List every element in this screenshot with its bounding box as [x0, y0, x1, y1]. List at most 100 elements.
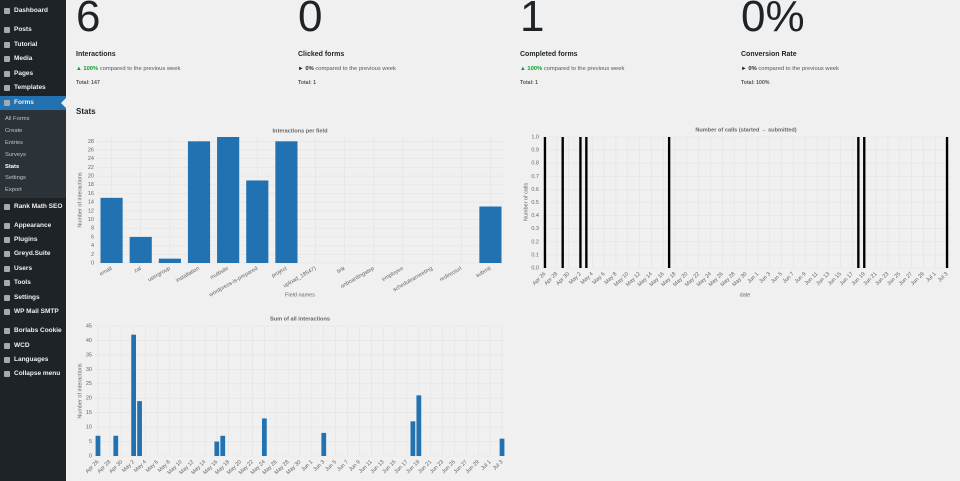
- menu-icon: [4, 42, 10, 48]
- y-tick-label: 18: [88, 182, 94, 188]
- menu-item[interactable]: Collapse menu: [14, 370, 61, 377]
- x-tick-label: Jun 1: [301, 459, 315, 473]
- bar: [579, 137, 582, 268]
- menu-icon: [4, 204, 10, 210]
- comparison: compared to the previous week: [99, 66, 181, 72]
- submenu-item[interactable]: Create: [5, 128, 23, 134]
- menu-icon: [4, 56, 10, 62]
- x-tick-label: Jun 29: [465, 459, 481, 475]
- x-tick-label: usergroup: [147, 266, 171, 284]
- menu-icon: [4, 343, 10, 349]
- y-tick-label: 5: [89, 439, 92, 445]
- stat-card: 1 Completed forms ▲ 100% compared to the…: [520, 0, 730, 92]
- menu-item[interactable]: Languages: [14, 356, 49, 363]
- menu-item[interactable]: Tools: [14, 279, 31, 286]
- section-heading: Stats: [76, 107, 96, 116]
- menu-item[interactable]: Settings: [14, 294, 40, 301]
- x-tick-label: multisite: [209, 266, 229, 281]
- active-arrow: [61, 98, 66, 108]
- y-tick-label: 0: [89, 453, 92, 459]
- bar: [129, 236, 152, 263]
- menu-item[interactable]: Pages: [14, 70, 34, 77]
- y-tick-label: 15: [86, 410, 92, 416]
- stat-change: ▲ 100% compared to the previous week: [520, 66, 625, 72]
- bar: [945, 137, 949, 268]
- bar: [113, 435, 119, 456]
- change-value: 0%: [748, 66, 757, 72]
- stat-label: Interactions: [76, 51, 116, 58]
- menu-icon: [4, 371, 10, 377]
- x-axis-label: Field names: [285, 292, 315, 298]
- y-tick-label: 0.4: [531, 213, 539, 219]
- y-axis-label: Number of interactions: [77, 363, 83, 419]
- menu-item[interactable]: WP Mail SMTP: [14, 308, 59, 315]
- y-axis-label: Number of interactions: [77, 172, 83, 228]
- submenu-item[interactable]: Entries: [5, 140, 24, 146]
- stat-total: Total: 147: [76, 80, 100, 86]
- menu-item[interactable]: Templates: [14, 84, 46, 91]
- x-tick-label: Apr 30: [108, 459, 124, 475]
- menu-item[interactable]: Dashboard: [14, 7, 48, 14]
- stat-change: ▲ 100% compared to the previous week: [76, 66, 181, 72]
- submenu-item[interactable]: All Forms: [5, 116, 30, 122]
- menu-item[interactable]: WCD: [14, 342, 30, 349]
- stat-value: 6: [76, 0, 101, 41]
- bar: [261, 418, 267, 456]
- menu-item[interactable]: Users: [14, 265, 33, 272]
- comparison: compared to the previous week: [758, 66, 839, 72]
- change-value: 100%: [527, 66, 543, 72]
- menu-icon: [4, 237, 10, 243]
- bar: [100, 197, 123, 263]
- chart-title: Interactions per field: [272, 128, 328, 134]
- menu-item[interactable]: Appearance: [14, 222, 52, 229]
- x-tick-label: submit: [475, 266, 492, 280]
- menu-icon: [4, 357, 10, 363]
- x-tick-label: Jun 5: [770, 271, 784, 285]
- submenu-item[interactable]: Surveys: [5, 152, 26, 158]
- active-menu-bg: [0, 96, 66, 110]
- comparison: compared to the previous week: [315, 66, 396, 72]
- y-tick-label: 35: [86, 352, 92, 358]
- y-tick-label: 20: [88, 174, 94, 180]
- stat-card: 0% Conversion Rate ► 0% compared to the …: [741, 0, 951, 92]
- menu-icon: [4, 85, 10, 91]
- y-tick-label: 30: [86, 367, 92, 373]
- menu-item[interactable]: Plugins: [14, 236, 38, 243]
- menu-icon: [4, 223, 10, 229]
- change-value: 0%: [305, 66, 314, 72]
- bar: [187, 141, 211, 263]
- y-tick-label: 0.2: [531, 239, 539, 245]
- y-tick-label: 25: [86, 381, 92, 387]
- bar: [275, 141, 298, 263]
- submenu-item[interactable]: Stats: [5, 164, 20, 170]
- bar: [499, 438, 505, 456]
- x-tick-label: project: [271, 266, 289, 280]
- stat-total: Total: 1: [520, 80, 539, 86]
- stat-value: 0: [298, 0, 323, 41]
- bar: [158, 258, 181, 263]
- menu-item[interactable]: Forms: [14, 99, 34, 106]
- stat-value: 1: [520, 0, 545, 41]
- menu-icon: [4, 251, 10, 257]
- menu-item[interactable]: Media: [14, 55, 33, 62]
- bar: [561, 137, 564, 268]
- y-tick-label: 0.3: [531, 226, 539, 232]
- x-tick-label: Jun 5: [324, 459, 338, 473]
- menu-icon: [4, 8, 10, 14]
- admin-sidebar: Dashboard Posts Tutorial Media Pages Template…: [0, 0, 66, 481]
- y-tick-label: 22: [88, 165, 94, 171]
- x-tick-label: employee: [381, 266, 405, 283]
- bar: [410, 421, 416, 456]
- menu-icon: [4, 328, 10, 334]
- menu-item[interactable]: Rank Math SEO: [14, 203, 63, 210]
- submenu-bg: [0, 110, 66, 198]
- x-tick-label: Jul 1: [480, 459, 492, 471]
- menu-item[interactable]: Greyd.Suite: [14, 250, 51, 257]
- bar: [416, 395, 422, 456]
- submenu-item[interactable]: Settings: [5, 175, 26, 181]
- menu-item[interactable]: Tutorial: [14, 41, 38, 48]
- submenu-item[interactable]: Export: [5, 187, 22, 193]
- menu-item[interactable]: Borlabs Cookie: [14, 327, 62, 334]
- menu-item[interactable]: Posts: [14, 26, 32, 33]
